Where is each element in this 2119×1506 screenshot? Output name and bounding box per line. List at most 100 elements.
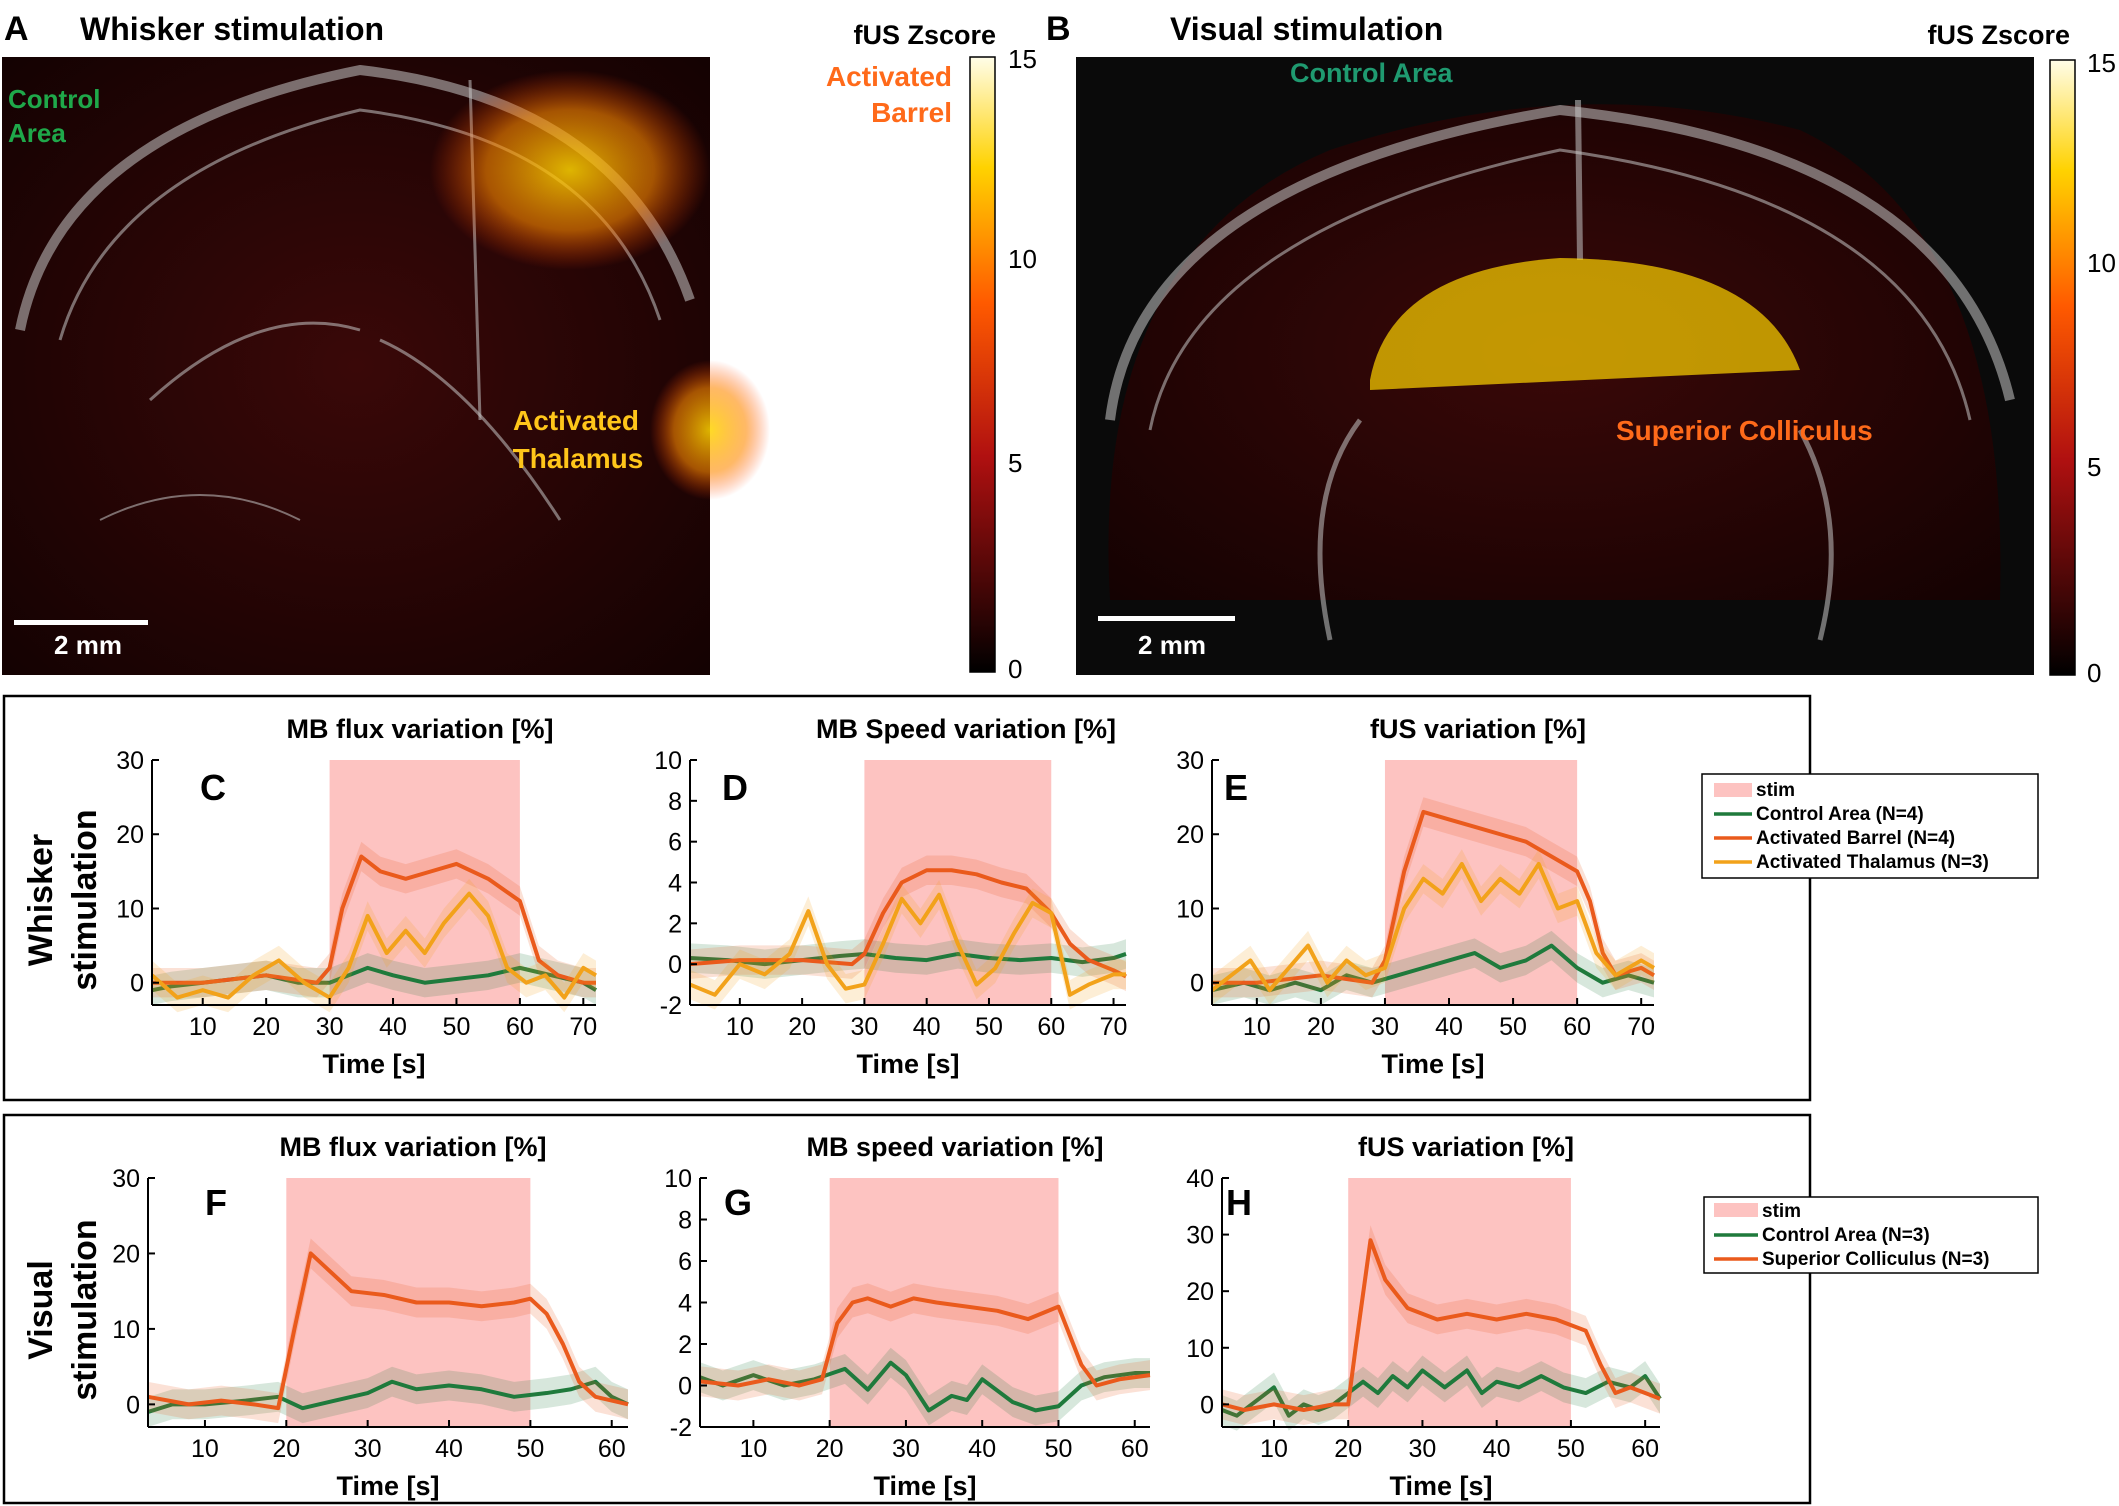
x-tick-label-e: 60 xyxy=(1563,1013,1591,1041)
error-band-g-1 xyxy=(700,1283,1150,1401)
y-tick-label-f: 30 xyxy=(112,1165,140,1193)
panel-letter-c: C xyxy=(200,767,226,808)
label-activated-thalamus-2: Thalamus xyxy=(513,443,644,474)
legend-visual-stim: stim xyxy=(1762,1201,1801,1222)
label-activated-barrel-1: Activated xyxy=(826,61,952,92)
label-superior-colliculus: Superior Colliculus xyxy=(1616,415,1873,446)
panel-a: A Whisker stimulation Control Area Activ… xyxy=(2,10,1037,684)
y-tick-label-h: 0 xyxy=(1200,1391,1214,1419)
chart-g: 10 20 30 40 50 60 -2 0 2 4 6 8 10 MB speed variation … xyxy=(664,1132,1151,1501)
y-tick-label-f: 20 xyxy=(112,1240,140,1268)
y-tick-label-g: 0 xyxy=(678,1373,692,1401)
colorbar-a-tick-15: 15 xyxy=(1008,44,1037,74)
y-tick-label-h: 20 xyxy=(1186,1278,1214,1306)
x-tick-label-c: 70 xyxy=(569,1013,597,1041)
x-tick-label-c: 40 xyxy=(379,1013,407,1041)
y-tick-label-d: 6 xyxy=(668,829,682,857)
error-band-h-1 xyxy=(1222,1225,1660,1425)
x-tick-label-f: 10 xyxy=(191,1435,219,1463)
y-tick-label-c: 20 xyxy=(116,821,144,849)
row-label-whisker-2: stimulation xyxy=(66,809,104,990)
x-axis-label-h: Time [s] xyxy=(1389,1471,1492,1501)
x-tick-label-e: 30 xyxy=(1371,1013,1399,1041)
y-tick-label-d: 8 xyxy=(668,788,682,816)
x-tick-label-c: 10 xyxy=(189,1013,217,1041)
label-activated-thalamus-1: Activated xyxy=(513,405,639,436)
x-tick-label-d: 50 xyxy=(975,1013,1003,1041)
series-line-e-0 xyxy=(1211,943,1655,993)
chart-d: 10 20 30 40 50 60 70 -2 0 2 4 6 8 10 MB Speed variatio… xyxy=(654,714,1127,1079)
chart-title-f: MB flux variation [%] xyxy=(279,1132,546,1162)
x-tick-label-h: 40 xyxy=(1483,1435,1511,1463)
label-activated-barrel-2: Barrel xyxy=(871,97,952,128)
legend-whisker-control: Control Area (N=4) xyxy=(1756,804,1924,825)
brain-vessels-b xyxy=(1105,99,2015,641)
scale-bar-a-label: 2 mm xyxy=(54,630,122,660)
row-label-whisker-1: Whisker xyxy=(22,834,60,966)
y-tick-label-e: 20 xyxy=(1176,821,1204,849)
label-control-area-a1: Control xyxy=(8,84,100,114)
legend-visual-stim-swatch xyxy=(1714,1203,1758,1217)
y-tick-label-c: 0 xyxy=(130,970,144,998)
panel-letter-b: B xyxy=(1046,10,1071,48)
x-tick-label-g: 50 xyxy=(1045,1435,1073,1463)
colorbar-b-tick-0: 0 xyxy=(2087,658,2101,688)
y-tick-label-h: 40 xyxy=(1186,1165,1214,1193)
y-tick-label-g: 4 xyxy=(678,1290,692,1318)
error-band-d-1 xyxy=(690,855,1126,992)
x-tick-label-c: 30 xyxy=(316,1013,344,1041)
label-control-area-a2: Area xyxy=(8,118,66,148)
superior-colliculus-activation xyxy=(1370,258,1800,390)
scale-bar-b xyxy=(1098,616,1235,621)
chart-f: 10 20 30 40 50 60 0 10 20 30 MB flux variation [%]… xyxy=(112,1132,629,1501)
colorbar-a-tick-0: 0 xyxy=(1008,654,1022,684)
x-axis-label-c: Time [s] xyxy=(322,1049,425,1079)
series-line-d-1 xyxy=(689,868,1127,979)
y-tick-label-f: 0 xyxy=(126,1391,140,1419)
x-tick-label-g: 60 xyxy=(1121,1435,1149,1463)
x-tick-label-h: 60 xyxy=(1631,1435,1659,1463)
y-tick-label-g: 6 xyxy=(678,1248,692,1276)
x-tick-label-f: 50 xyxy=(516,1435,544,1463)
legend-whisker-stim: stim xyxy=(1756,780,1795,801)
x-axis-label-e: Time [s] xyxy=(1381,1049,1484,1079)
panel-letter-e: E xyxy=(1224,767,1248,808)
x-tick-label-d: 40 xyxy=(913,1013,941,1041)
x-tick-label-d: 30 xyxy=(850,1013,878,1041)
y-tick-label-h: 30 xyxy=(1186,1222,1214,1250)
x-tick-label-e: 50 xyxy=(1499,1013,1527,1041)
scale-bar-a xyxy=(14,620,148,625)
y-tick-label-d: 0 xyxy=(668,951,682,979)
error-band-e-2 xyxy=(1212,849,1654,1005)
x-tick-label-g: 40 xyxy=(968,1435,996,1463)
x-tick-label-d: 20 xyxy=(788,1013,816,1041)
legend-visual: stim Control Area (N=3) Superior Collicu… xyxy=(1703,1196,2039,1274)
chart-title-e: fUS variation [%] xyxy=(1370,714,1586,744)
x-tick-label-f: 20 xyxy=(272,1435,300,1463)
stim-window-c xyxy=(329,760,520,1005)
legend-visual-box xyxy=(1703,1196,2039,1274)
series-line-c-2 xyxy=(150,891,598,1000)
label-control-area-b: Control Area xyxy=(1290,58,1453,88)
y-tick-label-e: 0 xyxy=(1190,970,1204,998)
x-tick-label-h: 50 xyxy=(1557,1435,1585,1463)
y-tick-label-e: 30 xyxy=(1176,747,1204,775)
y-tick-label-e: 10 xyxy=(1176,895,1204,923)
x-axis-label-f: Time [s] xyxy=(336,1471,439,1501)
legend-visual-control: Control Area (N=3) xyxy=(1762,1225,1930,1246)
x-tick-label-e: 70 xyxy=(1627,1013,1655,1041)
error-band-c-1 xyxy=(152,841,596,998)
panel-a-title: Whisker stimulation xyxy=(80,11,384,47)
panel-b-title: Visual stimulation xyxy=(1170,11,1443,47)
panel-letter-h: H xyxy=(1226,1182,1252,1223)
y-tick-label-h: 10 xyxy=(1186,1335,1214,1363)
x-tick-label-d: 60 xyxy=(1037,1013,1065,1041)
x-tick-label-c: 50 xyxy=(443,1013,471,1041)
legend-whisker-box xyxy=(1701,773,2039,879)
error-band-h-0 xyxy=(1222,1355,1660,1431)
colorbar-b-tick-15: 15 xyxy=(2087,48,2116,78)
y-tick-label-d: -2 xyxy=(660,992,682,1020)
x-tick-label-c: 20 xyxy=(252,1013,280,1041)
error-band-g-0 xyxy=(700,1347,1150,1426)
